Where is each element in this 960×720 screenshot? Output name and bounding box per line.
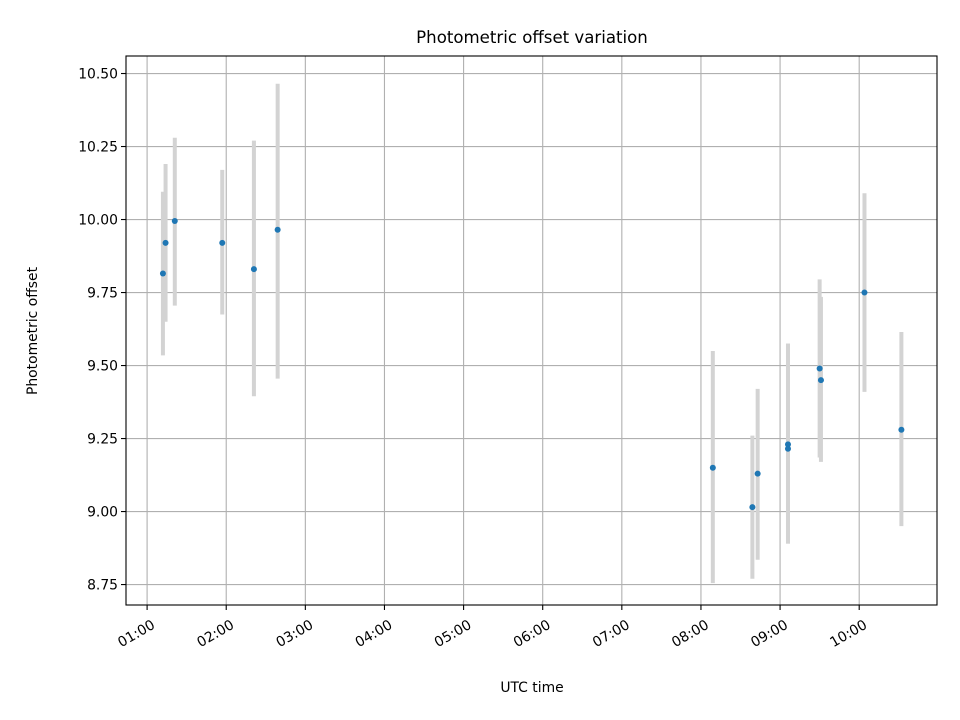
data-point bbox=[861, 289, 868, 296]
data-point bbox=[754, 470, 761, 477]
data-point bbox=[219, 239, 226, 246]
data-point bbox=[274, 226, 281, 233]
data-point bbox=[250, 266, 257, 273]
y-tick-label: 9.50 bbox=[87, 359, 118, 375]
grid-lines bbox=[126, 56, 937, 605]
data-point bbox=[898, 426, 905, 433]
data-point bbox=[171, 217, 178, 224]
y-tick-label: 9.75 bbox=[87, 286, 118, 302]
x-axis-label: UTC time bbox=[500, 680, 563, 696]
data-point bbox=[816, 365, 823, 372]
data-point bbox=[709, 464, 716, 471]
y-tick-label: 10.25 bbox=[78, 140, 118, 156]
data-point bbox=[749, 504, 756, 511]
y-axis-label: Photometric offset bbox=[25, 266, 41, 395]
y-axis-ticks: 8.75 9.00 9.25 9.50 9.75 10.00 10.25 10.50 bbox=[78, 67, 126, 594]
chart-title: Photometric offset variation bbox=[416, 28, 648, 47]
y-tick-label: 10.50 bbox=[78, 67, 118, 83]
y-tick-label: 9.25 bbox=[87, 432, 118, 448]
data-points bbox=[159, 217, 905, 511]
data-point bbox=[817, 377, 824, 384]
data-point bbox=[159, 270, 166, 277]
y-tick-label: 10.00 bbox=[78, 213, 118, 229]
y-tick-label: 9.00 bbox=[87, 505, 118, 521]
y-tick-label: 8.75 bbox=[87, 578, 118, 594]
data-point bbox=[162, 239, 169, 246]
plot-frame bbox=[125, 55, 938, 606]
data-point bbox=[784, 445, 791, 452]
data-point bbox=[784, 441, 791, 448]
